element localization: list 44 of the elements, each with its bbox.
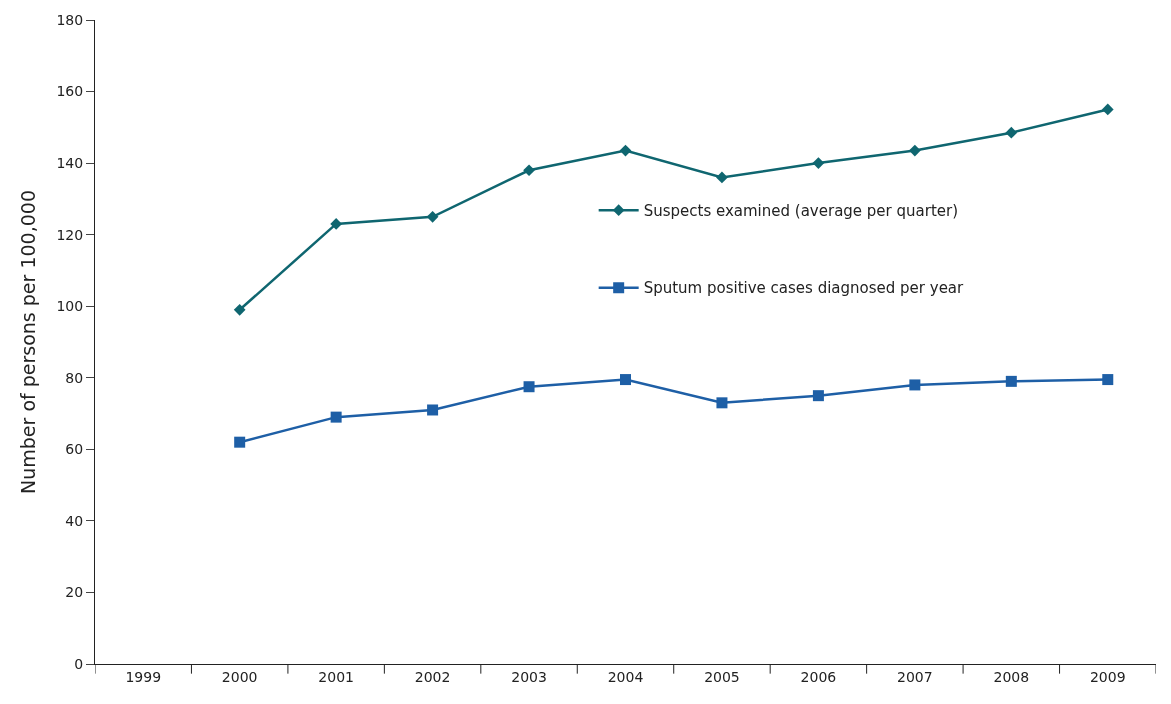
point xyxy=(1005,126,1018,139)
point xyxy=(812,390,824,402)
x-tick-label: 2009 xyxy=(1089,668,1126,685)
x-tick-label: 2007 xyxy=(897,668,933,685)
y-tick-label: 20 xyxy=(65,584,84,601)
y-tick-label: 140 xyxy=(56,155,84,172)
x-tick-label: 2005 xyxy=(704,668,740,685)
y-axis-title: Number of persons per 100,000 xyxy=(17,190,40,494)
point xyxy=(330,218,342,230)
point xyxy=(909,379,921,391)
x-tick-label: 2001 xyxy=(318,668,354,685)
point xyxy=(1101,103,1114,116)
y-tick-label: 80 xyxy=(65,369,84,386)
point xyxy=(909,144,921,157)
x-tick-label: 2000 xyxy=(221,668,258,685)
x-tick-label: 2008 xyxy=(993,668,1030,685)
y-tick-label: 120 xyxy=(56,226,84,243)
legend-label: Suspects examined (average per quarter) xyxy=(643,201,959,220)
point xyxy=(330,411,342,423)
y-tick-label: 180 xyxy=(56,11,84,28)
x-tick-label: 2004 xyxy=(607,668,644,685)
point xyxy=(812,157,825,169)
x-tick-label: 2006 xyxy=(800,668,837,685)
point xyxy=(1102,374,1114,386)
y-tick-label: 160 xyxy=(56,83,84,100)
y-tick-label: 0 xyxy=(74,655,84,672)
point xyxy=(233,303,246,316)
point xyxy=(523,164,535,177)
point xyxy=(523,381,535,393)
y-tick-label: 100 xyxy=(56,298,84,315)
point xyxy=(426,210,439,223)
y-tick-label: 60 xyxy=(65,441,84,458)
y-tick-label: 40 xyxy=(65,512,84,529)
x-tick-label: 1999 xyxy=(125,668,162,685)
x-tick-label: 2003 xyxy=(511,668,547,685)
point xyxy=(1005,375,1017,387)
point xyxy=(716,171,728,184)
x-tick-label: 2002 xyxy=(414,668,451,685)
point xyxy=(619,144,632,157)
point xyxy=(234,436,246,448)
point xyxy=(716,397,728,409)
point xyxy=(620,374,631,386)
legend-label: Sputum positive cases diagnosed per year xyxy=(643,279,965,298)
point xyxy=(427,404,439,416)
